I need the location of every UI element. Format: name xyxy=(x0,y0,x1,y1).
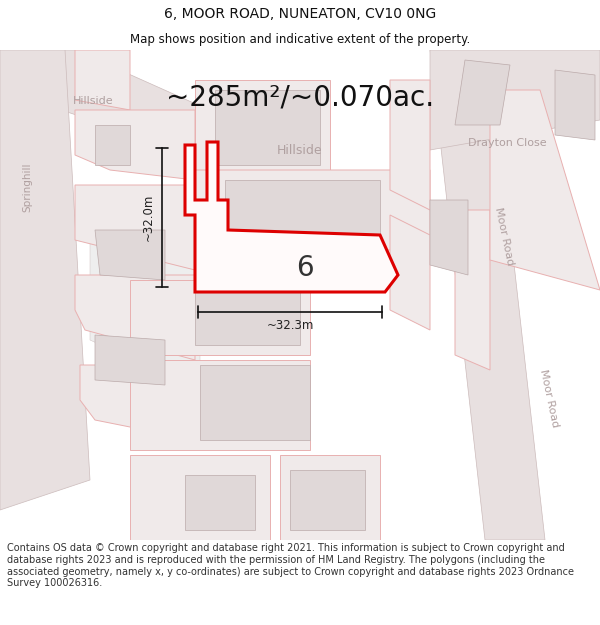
Polygon shape xyxy=(0,50,90,510)
Text: Drayton Close: Drayton Close xyxy=(467,138,547,148)
Text: Map shows position and indicative extent of the property.: Map shows position and indicative extent… xyxy=(130,32,470,46)
Polygon shape xyxy=(430,50,600,150)
Polygon shape xyxy=(75,185,195,270)
Polygon shape xyxy=(130,455,270,540)
Text: Moor Road: Moor Road xyxy=(493,206,515,266)
Polygon shape xyxy=(290,470,365,530)
Polygon shape xyxy=(75,275,195,360)
Text: Contains OS data © Crown copyright and database right 2021. This information is : Contains OS data © Crown copyright and d… xyxy=(7,543,574,588)
Text: Moor Road: Moor Road xyxy=(538,368,560,428)
Text: Hillside: Hillside xyxy=(73,96,113,106)
Polygon shape xyxy=(95,335,165,385)
Polygon shape xyxy=(280,455,380,540)
Polygon shape xyxy=(490,90,600,290)
Text: 6: 6 xyxy=(296,254,314,282)
Polygon shape xyxy=(225,180,380,245)
Polygon shape xyxy=(75,50,130,110)
Polygon shape xyxy=(195,170,430,250)
Polygon shape xyxy=(430,50,545,540)
Polygon shape xyxy=(95,230,165,280)
Polygon shape xyxy=(95,125,130,165)
Polygon shape xyxy=(455,60,510,125)
Text: ~32.3m: ~32.3m xyxy=(266,319,314,332)
Polygon shape xyxy=(90,190,200,390)
Polygon shape xyxy=(455,210,490,370)
Polygon shape xyxy=(0,50,310,185)
Polygon shape xyxy=(430,200,468,275)
Polygon shape xyxy=(130,280,310,355)
Polygon shape xyxy=(195,285,300,345)
Polygon shape xyxy=(185,142,398,292)
Polygon shape xyxy=(80,365,195,440)
Polygon shape xyxy=(75,110,195,180)
Polygon shape xyxy=(390,80,430,210)
Text: 6, MOOR ROAD, NUNEATON, CV10 0NG: 6, MOOR ROAD, NUNEATON, CV10 0NG xyxy=(164,7,436,21)
Polygon shape xyxy=(215,90,320,165)
Text: Hillside: Hillside xyxy=(277,144,323,157)
Polygon shape xyxy=(200,365,310,440)
Polygon shape xyxy=(130,360,310,450)
Text: Springhill: Springhill xyxy=(22,162,32,212)
Polygon shape xyxy=(555,70,595,140)
Polygon shape xyxy=(185,475,255,530)
Text: ~285m²/~0.070ac.: ~285m²/~0.070ac. xyxy=(166,83,434,111)
Polygon shape xyxy=(195,80,330,170)
Polygon shape xyxy=(390,215,430,330)
Text: ~32.0m: ~32.0m xyxy=(142,194,155,241)
